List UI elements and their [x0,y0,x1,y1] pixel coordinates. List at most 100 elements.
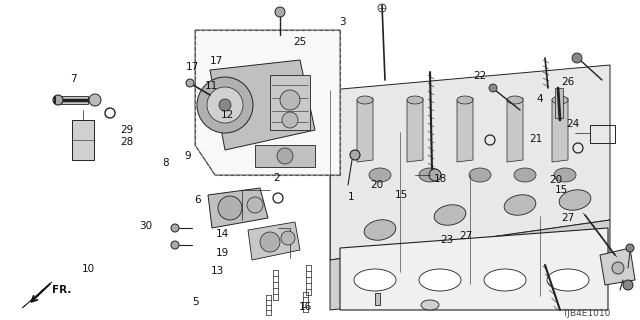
Polygon shape [195,30,340,175]
Circle shape [572,53,582,63]
Polygon shape [330,220,610,310]
Circle shape [218,196,242,220]
Circle shape [219,99,231,111]
Ellipse shape [469,168,491,182]
Ellipse shape [362,280,397,290]
Ellipse shape [354,269,396,291]
Circle shape [53,95,63,105]
Text: 30: 30 [140,220,152,231]
Polygon shape [210,60,315,150]
Text: 2: 2 [273,172,280,183]
Bar [270,75,310,130]
Text: 26: 26 [562,76,575,87]
Text: 12: 12 [221,109,234,120]
Text: 20: 20 [370,180,383,190]
Circle shape [282,112,298,128]
Circle shape [89,94,101,106]
Text: 18: 18 [434,173,447,184]
Ellipse shape [559,190,591,210]
Text: TJB4E1010: TJB4E1010 [562,309,610,318]
Text: 23: 23 [440,235,453,245]
Text: 17: 17 [210,56,223,66]
Polygon shape [457,98,473,162]
Circle shape [623,280,633,290]
Text: 17: 17 [186,62,198,72]
Ellipse shape [407,96,423,104]
Text: 27: 27 [460,231,472,241]
Polygon shape [248,222,300,260]
Polygon shape [208,188,268,228]
Ellipse shape [497,280,532,290]
Text: 7: 7 [70,74,77,84]
Text: 25: 25 [293,36,306,47]
Text: 1: 1 [348,192,354,202]
Text: 9: 9 [184,151,191,161]
Circle shape [626,244,634,252]
Ellipse shape [419,168,441,182]
Bar [590,125,615,143]
Circle shape [612,262,624,274]
Text: 11: 11 [205,81,218,91]
Ellipse shape [504,195,536,215]
Ellipse shape [557,280,593,290]
Circle shape [350,150,360,160]
Ellipse shape [431,280,465,290]
Text: 3: 3 [339,17,346,27]
Text: 6: 6 [194,195,200,205]
Text: 29: 29 [120,124,133,135]
Circle shape [260,232,280,252]
Text: 5: 5 [192,297,198,308]
Circle shape [280,90,300,110]
Ellipse shape [357,96,373,104]
Text: 4: 4 [536,94,543,104]
Ellipse shape [457,96,473,104]
Bar [375,293,380,305]
Text: FR.: FR. [52,285,72,295]
Text: 13: 13 [211,266,224,276]
Polygon shape [340,228,608,310]
Text: 8: 8 [162,158,168,168]
Bar [555,88,563,118]
Circle shape [171,224,179,232]
Ellipse shape [554,168,576,182]
Circle shape [197,77,253,133]
Bar [72,120,94,160]
Circle shape [429,169,441,181]
Ellipse shape [434,205,466,225]
Text: 20: 20 [549,175,562,185]
Circle shape [275,7,285,17]
Polygon shape [22,282,52,308]
Polygon shape [600,248,635,285]
Circle shape [247,197,263,213]
Bar [60,96,88,104]
Text: 28: 28 [120,137,133,148]
Ellipse shape [419,269,461,291]
Ellipse shape [514,168,536,182]
Ellipse shape [507,96,523,104]
Text: 15: 15 [556,185,568,196]
Bar [255,145,315,167]
Ellipse shape [421,300,439,310]
Text: 16: 16 [300,302,312,312]
Ellipse shape [369,168,391,182]
Polygon shape [507,98,523,162]
Text: 19: 19 [216,248,229,258]
Text: 10: 10 [82,264,95,274]
Ellipse shape [547,269,589,291]
Circle shape [186,79,194,87]
Ellipse shape [484,269,526,291]
Circle shape [207,87,243,123]
Ellipse shape [364,220,396,240]
Circle shape [171,241,179,249]
Text: 22: 22 [474,71,486,81]
Text: 14: 14 [216,228,229,239]
Polygon shape [407,98,423,162]
Text: 27: 27 [562,212,575,223]
Circle shape [277,148,293,164]
Ellipse shape [552,96,568,104]
Circle shape [489,84,497,92]
Polygon shape [552,98,568,162]
Text: 15: 15 [396,190,408,200]
Circle shape [281,231,295,245]
Polygon shape [357,98,373,162]
